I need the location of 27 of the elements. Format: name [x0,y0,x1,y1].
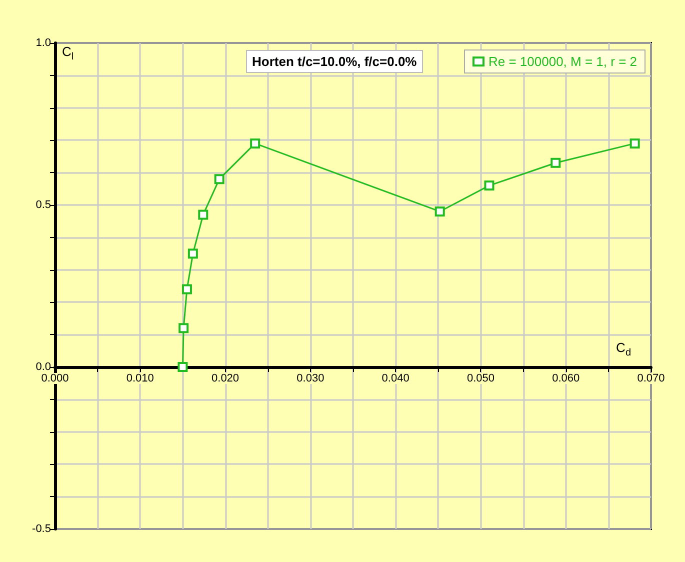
y-tick-label: 1.0 [36,37,51,49]
y-tick-label: 0.5 [36,199,51,211]
y-tick-label: 0.0 [36,361,51,373]
x-axis-title: C$_{d}$ [616,340,631,359]
x-tick-label: 0.050 [466,372,494,384]
point [630,138,640,148]
x-tick-label: 0.070 [637,372,665,384]
point [198,210,208,220]
x-tick-label: 0.060 [552,372,580,384]
x-tick-label: 0.020 [212,372,240,384]
x-tick-label: 0.030 [296,372,324,384]
text: Horten t/c=10.0%, f/c=0.0% [252,54,418,69]
y-axis-title: C$_{l}$ [62,44,74,63]
point [178,323,189,334]
legend-label: Re = 100000, M = 1, r = 2 [488,54,638,69]
point [182,284,192,294]
point [434,206,445,216]
point [250,138,260,148]
point [214,174,224,184]
point [550,158,561,168]
x-tick-label: 0.040 [382,372,410,384]
point [484,180,494,191]
x-tick-label: 0.010 [126,372,154,384]
y-tick-label: -0.5 [32,523,51,535]
point [178,362,188,372]
x-tick-label: 0.000 [41,372,69,384]
point [188,248,198,259]
